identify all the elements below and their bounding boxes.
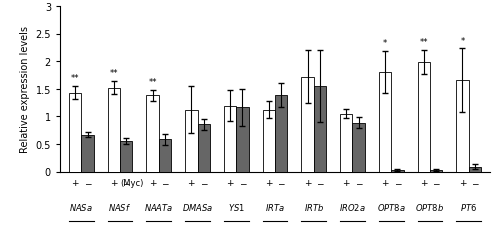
Text: +: + [226, 178, 234, 187]
Bar [82, 135, 94, 172]
Bar [352, 123, 365, 172]
Bar [185, 110, 198, 172]
Text: *: * [383, 39, 387, 48]
Bar [379, 73, 391, 172]
Bar [108, 88, 120, 172]
Bar [275, 96, 287, 172]
Text: −: − [355, 178, 362, 187]
Text: **: ** [110, 69, 118, 78]
Bar [146, 96, 159, 172]
Text: −: − [238, 178, 246, 187]
Bar [340, 114, 352, 172]
Text: $\it{NASa}$: $\it{NASa}$ [70, 202, 94, 212]
Bar [430, 170, 442, 172]
Bar [198, 125, 210, 172]
Text: **: ** [71, 74, 80, 83]
Bar [69, 93, 82, 172]
Text: +: + [420, 178, 428, 187]
Text: −: − [471, 178, 478, 187]
Text: +: + [72, 178, 79, 187]
Text: −: − [394, 178, 401, 187]
Text: +: + [188, 178, 195, 187]
Text: +: + [458, 178, 466, 187]
Bar [224, 106, 236, 172]
Bar [456, 81, 468, 172]
Text: $\it{NASf}$: $\it{NASf}$ [108, 202, 132, 212]
Text: −: − [161, 178, 168, 187]
Bar [391, 170, 404, 172]
Text: +: + [304, 178, 312, 187]
Text: −: − [432, 178, 440, 187]
Text: $\it{PT6}$: $\it{PT6}$ [460, 202, 477, 212]
Text: **: ** [148, 78, 157, 87]
Text: $\it{YS1}$: $\it{YS1}$ [228, 202, 244, 212]
Bar [120, 142, 132, 172]
Bar [418, 63, 430, 172]
Text: $\it{IRTa}$: $\it{IRTa}$ [265, 202, 285, 212]
Bar [302, 77, 314, 172]
Text: +: + [110, 178, 118, 187]
Text: +: + [382, 178, 389, 187]
Text: $\it{OPT8b}$: $\it{OPT8b}$ [416, 202, 444, 212]
Text: $\it{DMASa}$: $\it{DMASa}$ [182, 202, 213, 212]
Text: +: + [149, 178, 156, 187]
Y-axis label: Relative expression levels: Relative expression levels [20, 26, 30, 153]
Bar [468, 167, 481, 172]
Text: −: − [278, 178, 285, 187]
Bar [236, 108, 248, 172]
Text: $\it{OPT8a}$: $\it{OPT8a}$ [377, 202, 406, 212]
Text: +: + [265, 178, 272, 187]
Text: *: * [460, 36, 464, 45]
Text: (Myc): (Myc) [120, 178, 144, 187]
Text: $\it{IRO2a}$: $\it{IRO2a}$ [339, 202, 366, 212]
Bar [262, 110, 275, 172]
Text: −: − [122, 178, 130, 187]
Bar [314, 87, 326, 172]
Text: −: − [84, 178, 92, 187]
Text: **: ** [420, 38, 428, 47]
Text: $\it{NAATa}$: $\it{NAATa}$ [144, 202, 174, 212]
Text: −: − [200, 178, 207, 187]
Text: +: + [342, 178, 350, 187]
Text: $\it{IRTb}$: $\it{IRTb}$ [304, 202, 324, 212]
Text: −: − [316, 178, 324, 187]
Bar [159, 140, 171, 172]
